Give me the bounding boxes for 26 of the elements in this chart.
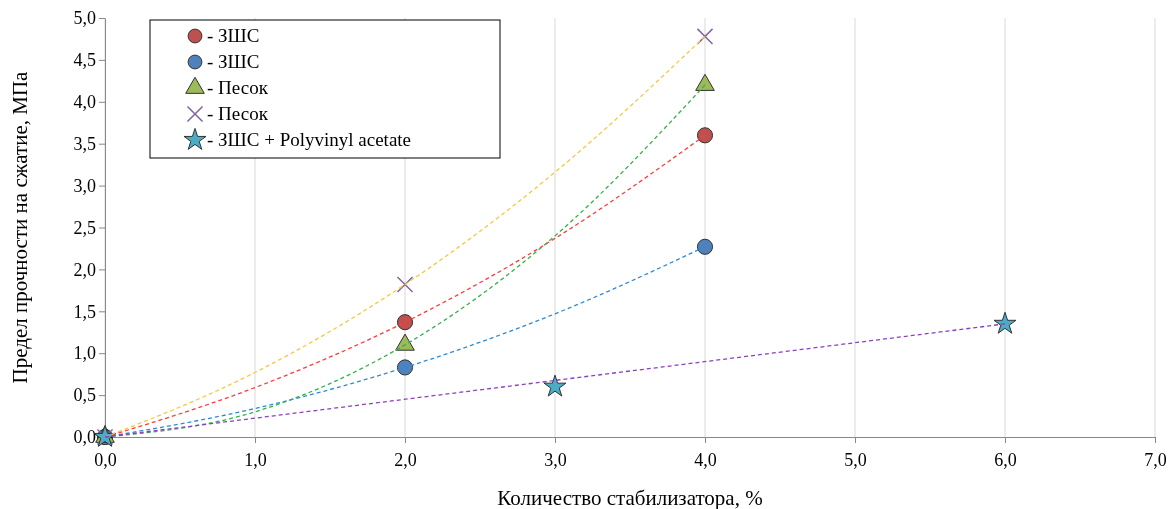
x-tick-label: 6,0: [994, 449, 1017, 470]
legend-label: - Песок: [207, 77, 269, 98]
y-tick-label: 0,0: [73, 427, 96, 448]
x-tick-label: 1,0: [244, 449, 267, 470]
x-tick-label: 0,0: [94, 449, 117, 470]
y-tick-label: 4,0: [73, 92, 96, 113]
y-tick-label: 5,0: [73, 8, 96, 29]
x-axis-title: Количество стабилизатора, %: [497, 486, 763, 509]
x-tick-label: 7,0: [1144, 449, 1167, 470]
y-axis-title: Предел прочности на сжатие, МПа: [8, 70, 32, 384]
y-tick-label: 3,0: [73, 175, 96, 196]
legend-label: - ЗШС + Polyvinyl acetate: [207, 129, 412, 150]
legend-label: - ЗШС: [207, 25, 260, 46]
x-tick-label: 5,0: [844, 449, 867, 470]
x-tick-label: 3,0: [544, 449, 567, 470]
y-tick-label: 2,5: [73, 217, 96, 238]
legend-label: - Песок: [207, 103, 269, 124]
legend-label: - ЗШС: [207, 51, 260, 72]
x-tick-label: 4,0: [694, 449, 717, 470]
y-tick-label: 4,5: [73, 50, 96, 71]
x-tick-label: 2,0: [394, 449, 417, 470]
y-tick-label: 3,5: [73, 133, 96, 154]
y-tick-label: 1,5: [73, 301, 96, 322]
y-tick-label: 1,0: [73, 343, 96, 364]
y-tick-label: 2,0: [73, 259, 96, 280]
y-tick-label: 0,5: [73, 385, 96, 406]
